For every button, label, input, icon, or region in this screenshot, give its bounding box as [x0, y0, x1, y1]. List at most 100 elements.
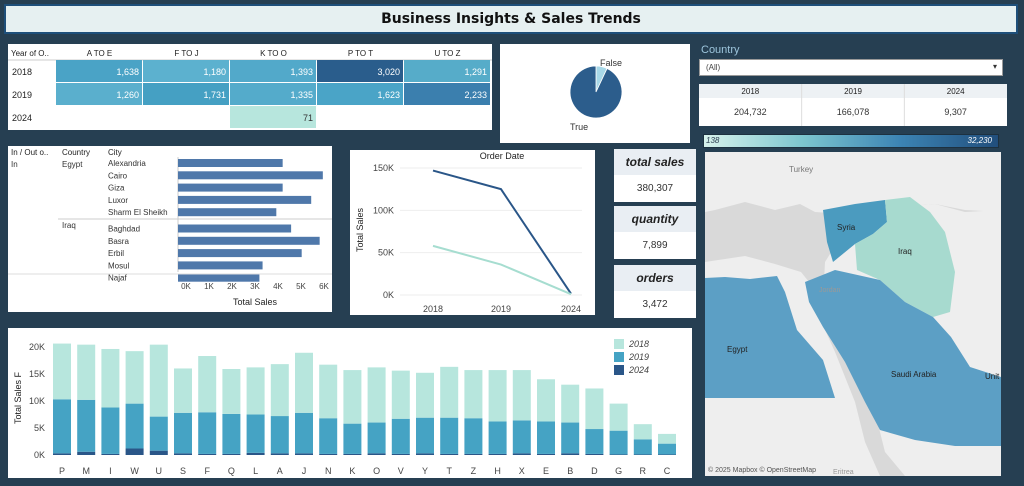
map-iraq: [855, 197, 955, 317]
stack-bar-segment: [149, 450, 168, 455]
bar-city-label: Sharm El Sheikh: [108, 208, 168, 217]
stack-bar-segment: [319, 418, 338, 454]
stack-y-tick: 10K: [29, 396, 45, 406]
stack-bar-segment: [391, 370, 410, 419]
heat-row-label: 2019: [12, 90, 32, 100]
bar-mark: [178, 183, 283, 192]
kpi-total-sales: total sales 380,307: [614, 149, 696, 202]
heat-cell: [56, 83, 142, 105]
heat-cell-value: 1,393: [290, 67, 313, 77]
heat-col-header: P TO T: [348, 49, 373, 58]
heat-col-header: K TO O: [260, 49, 287, 58]
line-chart-title: Order Date: [480, 151, 525, 161]
bar-city-label: Najaf: [108, 274, 127, 283]
title-text: Business Insights & Sales Trends: [381, 11, 641, 27]
stack-bar-segment: [198, 453, 217, 455]
line-y-title: Total Sales: [355, 207, 365, 252]
stack-x-tick: P: [59, 466, 65, 476]
line-x-tick: 2024: [561, 304, 581, 314]
bar-tick: 5K: [296, 282, 306, 291]
stack-bar-segment: [464, 370, 483, 419]
pie-label-false: False: [600, 58, 622, 68]
bar-tick: 1K: [204, 282, 214, 291]
stack-legend-swatch: [614, 365, 624, 375]
bar-city-label: Baghdad: [108, 225, 140, 234]
kpi-title: quantity: [614, 206, 696, 232]
stack-bar-segment: [101, 348, 120, 408]
bar-x-title: Total Sales: [233, 297, 278, 307]
country-dropdown-value: (All): [706, 63, 721, 72]
bar-city-label: Alexandria: [108, 159, 146, 168]
bar-header-country: Country: [62, 148, 90, 157]
stack-bar-segment: [440, 366, 459, 418]
heat-cell-value: 1,260: [116, 90, 139, 100]
map-attribution: © 2025 Mapbox © OpenStreetMap: [708, 466, 816, 474]
stack-bar-segment: [464, 418, 483, 454]
stack-bar-segment: [537, 453, 555, 455]
stack-x-tick: Y: [422, 466, 428, 476]
line-panel: Order Date Total Sales 150K 100K 50K 0K 2018 20…: [350, 150, 595, 315]
stack-bar-segment: [609, 454, 628, 455]
heat-cell-value: 71: [303, 113, 313, 123]
stack-bar-segment: [512, 370, 531, 421]
map-land-north: [705, 152, 1001, 214]
heat-cell: [404, 83, 490, 105]
heat-cell-value: 1,731: [203, 90, 226, 100]
stack-bar-segment: [295, 412, 313, 454]
stack-bar-segment: [488, 370, 507, 422]
line-y-tick: 0K: [383, 290, 394, 300]
stack-bar-segment: [77, 344, 96, 400]
stack-legend-label: 2019: [628, 352, 649, 362]
stack-bar-segment: [609, 430, 628, 455]
line-chart: Order Date Total Sales 150K 100K 50K 0K 2018 20…: [355, 151, 582, 314]
map-saudi-arabia: [805, 270, 1001, 446]
stack-bar-segment: [343, 453, 362, 455]
bar-mark: [178, 249, 302, 258]
bar-country-label: Iraq: [62, 221, 76, 230]
stack-legend-swatch: [614, 339, 624, 349]
color-legend: 138 32,230: [703, 134, 999, 148]
stack-bar-segment: [367, 453, 386, 455]
line-x-tick: 2018: [423, 304, 443, 314]
stack-bar-segment: [367, 422, 386, 454]
pie-label-true: True: [570, 122, 588, 132]
stack-bar-segment: [77, 451, 96, 455]
stack-bar-segment: [53, 453, 71, 455]
bar-mark: [178, 261, 263, 270]
stack-bar-segment: [561, 453, 580, 455]
line-x-tick: 2019: [491, 304, 511, 314]
stack-x-tick: C: [664, 466, 671, 476]
stack-bar-segment: [125, 351, 144, 404]
stack-bar-segment: [658, 433, 676, 444]
stack-x-tick: M: [82, 466, 90, 476]
stack-bar-segment: [343, 423, 362, 454]
stack-x-tick: G: [615, 466, 622, 476]
stack-bar-segment: [633, 439, 652, 455]
year-totals-svg: 2018 204,732 2019 166,078 2024 9,307: [699, 84, 1007, 126]
stack-bar-segment: [222, 453, 241, 455]
bar-mark: [178, 171, 323, 180]
bar-country-label: Egypt: [62, 160, 83, 169]
line-y-tick: 100K: [373, 205, 394, 215]
bar-tick: 0K: [181, 282, 191, 291]
country-dropdown[interactable]: (All) ▾: [699, 59, 1003, 76]
stack-bar-segment: [633, 454, 652, 455]
map-panel[interactable]: Turkey Syria Iraq Jordan Egypt Saudi Ara…: [705, 152, 1001, 476]
stack-x-tick: B: [567, 466, 573, 476]
stack-bar-segment: [609, 403, 628, 431]
kpi-quantity: quantity 7,899: [614, 206, 696, 259]
stack-bar-segment: [440, 417, 459, 454]
stack-y-title: Total Sales F: [13, 371, 23, 424]
year-header: 2018: [741, 87, 759, 96]
stack-bar-segment: [391, 418, 410, 454]
stack-bar-segment: [585, 429, 604, 454]
bar-mark: [178, 159, 283, 167]
heat-cell: [404, 60, 490, 82]
stack-bar-segment: [125, 448, 144, 455]
heat-cell-value: 1,638: [116, 67, 139, 77]
stack-bar-segment: [198, 412, 217, 454]
heatmap-svg: Year of O.. A TO E F TO J K TO O P TO T U TO …: [8, 49, 492, 128]
stack-bar-segment: [246, 367, 265, 415]
stack-bar-segment: [198, 356, 217, 413]
stack-bar-segment: [416, 453, 434, 455]
